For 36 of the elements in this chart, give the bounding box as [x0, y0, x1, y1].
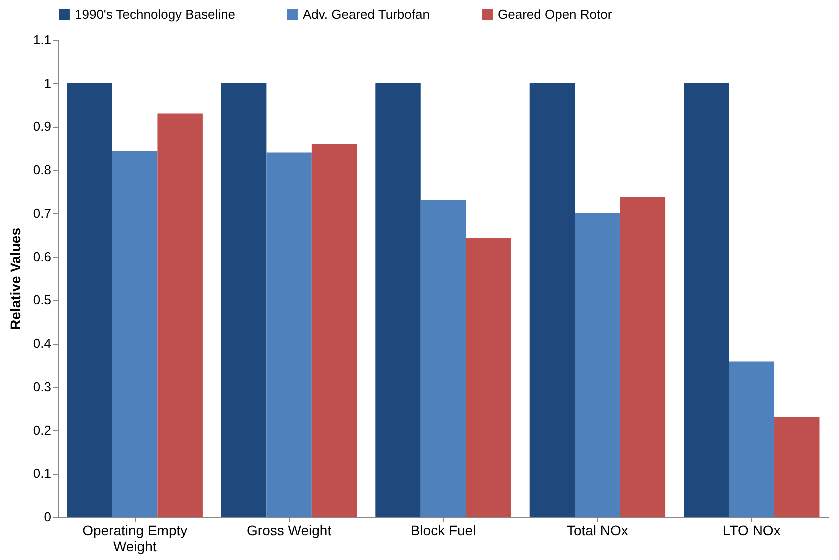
legend-label: Geared Open Rotor — [498, 6, 613, 22]
x-tick-label: Gross Weight — [247, 522, 332, 538]
bar — [420, 200, 466, 517]
bar — [221, 83, 267, 517]
y-tick-label: 1.1 — [33, 32, 52, 48]
bar — [312, 144, 358, 517]
bar — [620, 197, 666, 517]
bar — [530, 83, 576, 517]
bar — [376, 83, 421, 517]
y-tick-label: 0.6 — [33, 249, 52, 264]
bar — [729, 362, 775, 517]
x-tick-label: Total NOx — [566, 522, 628, 538]
y-tick-label: 0.3 — [33, 379, 52, 394]
bar — [266, 152, 312, 517]
y-tick-label: 0.5 — [33, 292, 52, 308]
x-tick-label: Block Fuel — [410, 522, 476, 538]
y-tick-label: 0.9 — [33, 119, 52, 134]
bar — [466, 238, 512, 517]
bar — [684, 83, 730, 517]
bar — [158, 114, 203, 517]
bar — [774, 417, 820, 517]
legend-label: Adv. Geared Turbofan — [303, 6, 430, 22]
x-tick-label: Operating Empty Weight — [82, 522, 188, 554]
y-tick-label: 0.1 — [33, 466, 52, 482]
y-tick-label: 0.4 — [33, 336, 52, 352]
y-axis-title: Relative Values — [7, 228, 24, 330]
bar — [575, 213, 620, 517]
y-tick-label: 0.7 — [33, 206, 52, 221]
x-tick-label: LTO NOx — [722, 522, 781, 538]
y-tick-label: 0.2 — [33, 422, 52, 438]
y-tick-label: 0.8 — [33, 162, 52, 178]
y-tick-label: 1 — [44, 76, 52, 91]
bar — [67, 83, 112, 517]
bar — [112, 151, 158, 517]
y-tick-label: 0 — [44, 510, 52, 524]
legend-label: 1990's Technology Baseline — [75, 6, 236, 22]
